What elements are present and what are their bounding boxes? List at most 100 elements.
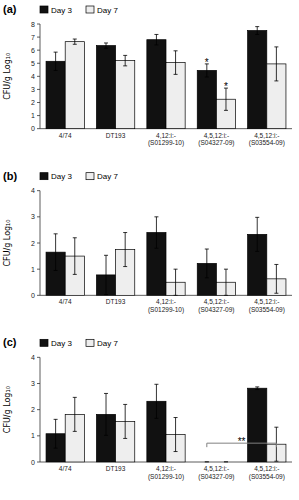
error-cap xyxy=(54,52,58,53)
error-line xyxy=(125,233,126,267)
error-bar xyxy=(255,27,259,35)
bar xyxy=(248,31,267,129)
error-bar xyxy=(123,404,127,438)
panel-label: (c) xyxy=(3,336,17,348)
error-cap xyxy=(104,48,108,49)
x-tick-label-line: 4,12:i:- xyxy=(156,132,176,139)
error-cap xyxy=(73,431,77,432)
x-tick-label: 4/74 xyxy=(59,132,72,139)
y-axis-label: CFU/g Log₁₀ xyxy=(3,386,12,433)
bar xyxy=(116,61,135,129)
error-bar xyxy=(104,393,108,435)
error-cap xyxy=(154,384,158,385)
bar xyxy=(46,61,65,128)
error-cap xyxy=(205,462,209,463)
x-axis: 4/74DT1934,12:i:-(S01299-10)4,5,12:i:-(S… xyxy=(40,295,292,314)
error-bar xyxy=(255,217,259,251)
bar xyxy=(65,42,84,129)
x-axis: 4/74DT1934,12:i:-(S01299-10)4,5,12:i:-(S… xyxy=(40,462,292,481)
error-cap xyxy=(174,50,178,51)
y-tick-label: 3 xyxy=(31,380,35,387)
x-tick-label-line: 4,12:i:- xyxy=(156,298,176,305)
error-bar xyxy=(274,427,278,461)
legend-swatch xyxy=(40,339,48,346)
error-line xyxy=(55,52,56,70)
legend-swatch xyxy=(86,339,94,346)
error-cap xyxy=(224,462,228,463)
legend-swatch xyxy=(40,6,48,13)
x-tick-label: 4,5,12:i:-(S03554-09) xyxy=(249,465,285,481)
error-cap xyxy=(154,34,158,35)
y-tick xyxy=(37,216,40,217)
legend-label: Day 3 xyxy=(51,172,72,181)
error-cap xyxy=(123,55,127,56)
panel: (c)Day 3Day 701234CFU/g Log₁₀4/74DT1934,… xyxy=(3,336,292,480)
error-bar xyxy=(205,249,209,278)
y-tick xyxy=(37,76,40,77)
error-bar xyxy=(73,238,77,275)
error-line xyxy=(175,51,176,75)
x-tick-label-line: (S03554-09) xyxy=(249,139,285,147)
y-tick xyxy=(37,383,40,384)
x-tick-label: 4,5,12:i:-(S04327-09) xyxy=(198,132,234,148)
legend-label: Day 7 xyxy=(97,172,118,181)
bracket-label: ** xyxy=(238,436,246,447)
error-cap xyxy=(54,233,58,234)
error-cap xyxy=(274,293,278,294)
x-tick-label-line: (S01299-10) xyxy=(148,473,184,481)
error-cap xyxy=(104,294,108,295)
error-cap xyxy=(174,417,178,418)
error-cap xyxy=(154,418,158,419)
error-line xyxy=(74,238,75,275)
legend-label: Day 3 xyxy=(51,6,72,15)
y-tick-label: 7 xyxy=(31,34,35,41)
error-line xyxy=(276,427,277,461)
error-line xyxy=(175,418,176,452)
y-tick-label: 2 xyxy=(31,406,35,413)
error-line xyxy=(74,397,75,431)
y-tick xyxy=(37,63,40,64)
error-line xyxy=(175,269,176,295)
error-bar xyxy=(154,217,158,248)
legend-label: Day 3 xyxy=(51,339,72,348)
x-tick-label-line: 4,5,12:i:- xyxy=(204,465,229,472)
y-tick-label: 2 xyxy=(31,99,35,106)
error-bar xyxy=(154,34,158,44)
x-tick-label-line: (S01299-10) xyxy=(148,306,184,314)
error-cap xyxy=(174,74,178,75)
error-bar xyxy=(104,43,108,48)
error-bar xyxy=(174,269,178,295)
x-tick-label: 4,5,12:i:-(S04327-09) xyxy=(198,298,234,314)
bracket-tick xyxy=(276,443,277,447)
y-tick-label: 8 xyxy=(31,21,35,28)
error-cap xyxy=(205,462,209,463)
error-cap xyxy=(205,249,209,250)
error-bar xyxy=(255,387,259,390)
x-tick-label: 4,12:i:-(S01299-10) xyxy=(148,132,184,148)
error-line xyxy=(225,269,226,295)
error-bar xyxy=(123,55,127,65)
x-tick-label-line: 4/74 xyxy=(59,132,72,139)
error-cap xyxy=(274,427,278,428)
error-cap xyxy=(274,46,278,47)
marks xyxy=(46,27,286,129)
error-cap xyxy=(73,237,77,238)
legend: Day 3Day 7 xyxy=(40,339,118,348)
error-line xyxy=(106,393,107,435)
error-line xyxy=(125,404,126,438)
legend: Day 3 Day 7 xyxy=(40,172,118,181)
y-tick-label: 3 xyxy=(31,86,35,93)
error-line xyxy=(257,217,258,251)
error-cap xyxy=(255,217,259,218)
x-tick-label: DT193 xyxy=(106,132,126,139)
error-cap xyxy=(123,232,127,233)
error-cap xyxy=(174,269,178,270)
x-tick-label: 4/74 xyxy=(59,465,72,472)
legend: Day 3Day 7 xyxy=(40,6,118,15)
panel: (a)Day 3Day 7012345678CFU/g Log₁₀4/74DT1… xyxy=(3,3,292,147)
error-line xyxy=(125,55,126,65)
x-tick-label: 4,5,12:i:-(S04327-09) xyxy=(198,465,234,481)
x-tick-label-line: DT193 xyxy=(106,465,126,472)
y-tick-label: 3 xyxy=(31,213,35,220)
x-tick-label: 4,12:i:-(S01299-10) xyxy=(148,465,184,481)
